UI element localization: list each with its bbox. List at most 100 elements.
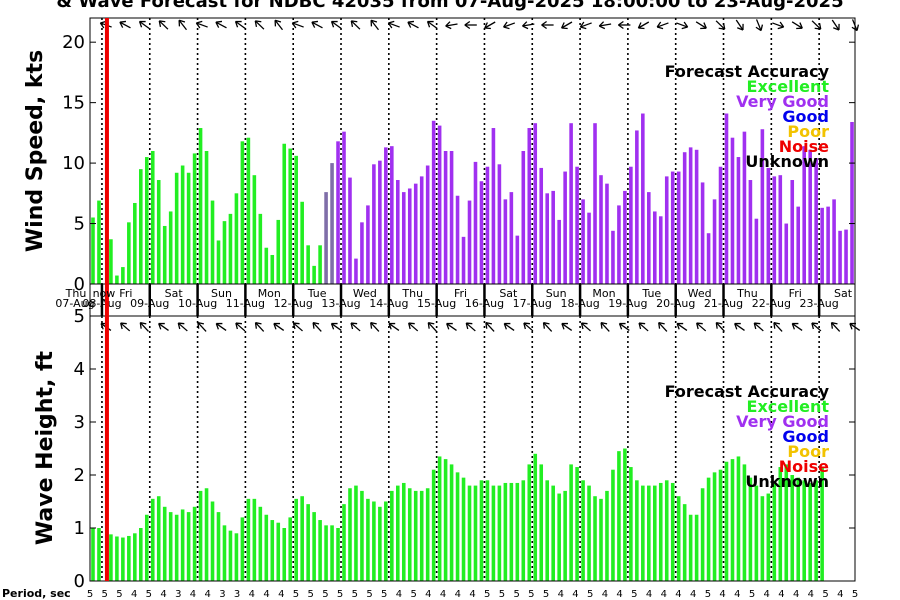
wind-bar (467, 200, 472, 284)
wind-bar (748, 180, 753, 284)
y-tick-label: 5 (74, 214, 85, 235)
wind-bar (724, 113, 729, 284)
wind-bar (820, 207, 824, 284)
period-value: 5 (322, 589, 328, 600)
day-name: Sat (499, 287, 518, 300)
wave-bar (605, 490, 609, 581)
wave-bar (473, 485, 478, 581)
wind-bar (150, 151, 155, 284)
wind-bar (808, 149, 812, 284)
wave-bar (228, 530, 233, 581)
wind-bar (127, 222, 131, 284)
wind-bar (419, 176, 424, 284)
period-value: 5 (822, 589, 828, 600)
period-value: 4 (469, 589, 475, 600)
legend-title: Forecast Accuracy (665, 62, 830, 81)
wind-bar (407, 188, 412, 284)
wind-bar (605, 183, 609, 284)
direction-arrow (715, 321, 725, 332)
day-date: 16-Aug (465, 297, 504, 310)
day-date: 08-Aug (82, 297, 121, 310)
direction-arrow (120, 322, 131, 332)
wind-bar (581, 199, 585, 284)
wave-bar (330, 525, 334, 581)
direction-arrow (484, 21, 496, 30)
direction-arrow (139, 321, 149, 332)
wind-bar (264, 247, 269, 284)
wind-bar (485, 166, 490, 284)
period-value: 4 (719, 589, 725, 600)
direction-arrow (350, 20, 361, 30)
wave-bar (139, 528, 143, 581)
wind-bar (360, 222, 364, 284)
wave-bar (635, 480, 639, 581)
wave-bar (372, 501, 376, 581)
wind-bar (700, 182, 705, 284)
wind-bar (593, 123, 597, 284)
wind-bar (240, 141, 245, 284)
wave-bar (790, 475, 795, 581)
period-value: 4 (778, 589, 784, 600)
wind-bar (234, 193, 239, 284)
wind-bar (784, 223, 789, 284)
legend-entry: Good (782, 427, 829, 446)
wind-bar (694, 149, 699, 284)
wind-y-ticks: 0 5 10 15 20 (62, 32, 855, 295)
wave-bar (664, 480, 669, 581)
wave-bar (425, 488, 430, 581)
direction-arrow (292, 322, 303, 332)
wave-bar (700, 488, 705, 581)
day-name: Fri (119, 287, 132, 300)
period-value: 4 (205, 589, 211, 600)
legend-entry: Noise (779, 457, 829, 476)
wave-bar (407, 488, 412, 581)
wave-bar (288, 517, 293, 581)
wave-bar (563, 490, 567, 581)
wind-bar (390, 146, 394, 284)
wind-bar (324, 192, 328, 284)
day-date: 22-Aug (752, 297, 791, 310)
period-value: 5 (352, 589, 358, 600)
y-tick-label: 0 (74, 274, 85, 295)
direction-arrow (387, 20, 400, 29)
period-value: 5 (102, 589, 108, 600)
wave-bar (724, 461, 729, 581)
direction-arrow (561, 322, 573, 331)
period-value: 5 (366, 589, 372, 600)
wave-bar (246, 498, 251, 581)
wind-bar (641, 113, 645, 284)
wave-bar (503, 482, 508, 581)
wave-bar (318, 520, 322, 581)
period-value: 4 (425, 589, 431, 600)
period-value: 5 (528, 589, 534, 600)
period-value: 5 (337, 589, 343, 600)
period-value: 5 (631, 589, 637, 600)
wave-bar (437, 456, 442, 581)
y-tick-label: 5 (74, 306, 85, 327)
wave-day-gridlines (101, 316, 820, 581)
wave-bar (133, 533, 137, 581)
period-value: 4 (278, 589, 284, 600)
period-value: 5 (116, 589, 122, 600)
wind-bar (832, 199, 836, 284)
wave-bar (497, 485, 502, 581)
day-date: 17-Aug (513, 297, 552, 310)
wind-bar (318, 245, 322, 284)
wind-bar (342, 131, 346, 284)
wave-bars (91, 448, 824, 581)
wind-bar (443, 151, 448, 284)
day-name: Wed (353, 287, 377, 300)
wave-bar (784, 464, 789, 581)
wave-bar (587, 485, 591, 581)
direction-arrow (503, 322, 515, 331)
legend-entry: Unknown (745, 472, 829, 491)
day-name: Mon (592, 287, 615, 300)
direction-arrow (350, 322, 361, 332)
period-value: 5 (499, 589, 505, 600)
period-value: 3 (219, 589, 225, 600)
direction-arrow (370, 19, 380, 31)
period-value: 5 (852, 589, 858, 600)
period-value: 4 (616, 589, 622, 600)
wave-bar (754, 485, 759, 581)
wave-bar (186, 512, 191, 581)
